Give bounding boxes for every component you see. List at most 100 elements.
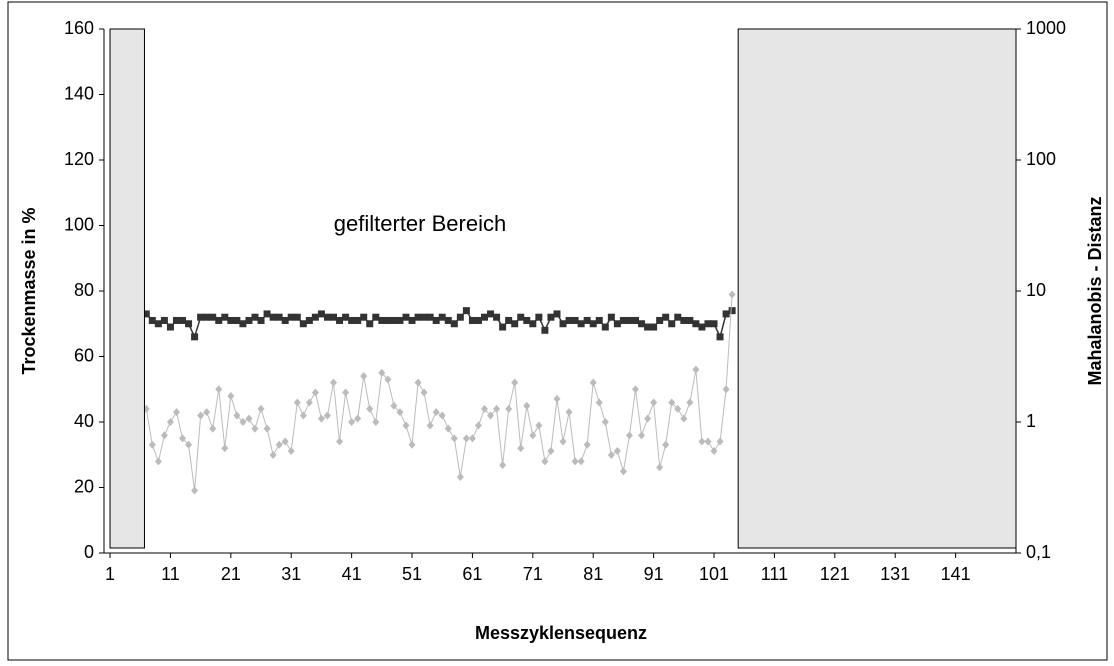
diamond-marker: [281, 437, 289, 446]
square-marker: [203, 313, 211, 321]
square-marker: [227, 316, 235, 324]
diamond-marker: [420, 388, 428, 397]
diamond-marker: [631, 385, 639, 394]
diamond-marker: [722, 385, 730, 394]
square-marker: [148, 316, 156, 324]
y2-tick-label: 10: [1026, 280, 1046, 300]
diamond-marker: [402, 421, 410, 430]
x-tick-label: 11: [161, 564, 180, 584]
square-marker: [535, 313, 543, 321]
x-tick-label: 1: [105, 564, 115, 584]
filtered-region: [737, 28, 1017, 549]
square-marker: [311, 313, 319, 321]
square-marker: [686, 316, 694, 324]
square-marker: [668, 320, 676, 328]
square-marker: [414, 313, 422, 321]
filtered-region: [109, 28, 145, 549]
y2-tick-label: 100: [1026, 149, 1056, 169]
square-marker: [420, 313, 428, 321]
square-marker: [317, 310, 325, 318]
diamond-marker: [330, 378, 338, 387]
annotation: gefilterter Bereich: [334, 211, 506, 236]
diamond-marker: [704, 437, 712, 446]
square-marker: [191, 333, 199, 341]
diamond-marker: [215, 385, 223, 394]
diamond-marker: [716, 437, 724, 446]
diamond-marker: [390, 401, 398, 410]
square-marker: [323, 313, 331, 321]
diamond-marker: [221, 444, 229, 453]
y-tick-label: 140: [64, 83, 94, 103]
diamond-marker: [191, 486, 199, 495]
diamond-marker: [197, 411, 205, 420]
diamond-marker: [251, 424, 259, 433]
diamond-marker: [674, 404, 682, 413]
square-marker: [257, 316, 265, 324]
diamond-marker: [474, 421, 482, 430]
square-marker: [704, 320, 712, 328]
diamond-marker: [607, 450, 615, 459]
y-tick-label: 0: [84, 542, 94, 562]
diamond-marker: [239, 418, 247, 426]
diamond-marker: [293, 398, 301, 407]
square-marker: [348, 316, 356, 324]
square-marker: [644, 323, 652, 331]
diamond-marker: [166, 418, 174, 426]
diamond-marker: [444, 424, 452, 433]
y-tick-label: 40: [74, 411, 94, 431]
square-marker: [619, 316, 627, 324]
diamond-marker: [342, 388, 350, 397]
diamond-marker: [456, 473, 464, 482]
diamond-marker: [317, 414, 325, 423]
square-marker: [336, 316, 344, 324]
square-marker: [172, 316, 180, 324]
square-marker: [342, 313, 350, 321]
x-tick-label: 61: [462, 564, 482, 584]
square-marker: [474, 316, 482, 324]
square-marker: [366, 320, 374, 328]
square-marker: [523, 316, 531, 324]
diamond-marker: [692, 365, 700, 374]
x-tick-label: 51: [402, 564, 422, 584]
square-marker: [589, 320, 597, 328]
diamond-marker: [553, 394, 561, 403]
diamond-marker: [305, 398, 313, 407]
x-tick-label: 21: [221, 564, 241, 584]
diamond-marker: [728, 290, 736, 299]
diamond-marker: [686, 398, 694, 407]
square-marker: [360, 313, 368, 321]
diamond-marker: [505, 404, 513, 413]
diamond-marker: [287, 447, 295, 456]
square-marker: [517, 313, 525, 321]
diamond-marker: [396, 408, 404, 417]
square-marker: [179, 316, 187, 324]
square-marker: [547, 313, 555, 321]
square-marker: [722, 310, 730, 318]
diamond-marker: [595, 398, 603, 407]
diamond-marker: [662, 440, 670, 449]
square-marker: [529, 320, 537, 328]
diamond-marker: [625, 431, 633, 440]
diamond-marker: [668, 398, 676, 407]
diamond-marker: [311, 388, 319, 397]
diamond-marker: [535, 421, 543, 430]
square-marker: [656, 316, 664, 324]
diamond-marker: [547, 447, 555, 456]
square-marker: [408, 316, 416, 324]
diamond-marker: [348, 418, 356, 426]
square-marker: [692, 320, 700, 328]
y-tick-label: 100: [64, 214, 94, 234]
y-tick-label: 120: [64, 149, 94, 169]
square-marker: [305, 316, 313, 324]
diamond-marker: [650, 398, 658, 407]
square-marker: [263, 310, 271, 318]
square-marker: [601, 323, 609, 331]
square-marker: [631, 316, 639, 324]
square-marker: [444, 316, 452, 324]
square-marker: [245, 316, 253, 324]
diamond-marker: [601, 418, 609, 426]
diamond-marker: [613, 447, 621, 456]
square-marker: [481, 313, 489, 321]
square-marker: [384, 316, 392, 324]
